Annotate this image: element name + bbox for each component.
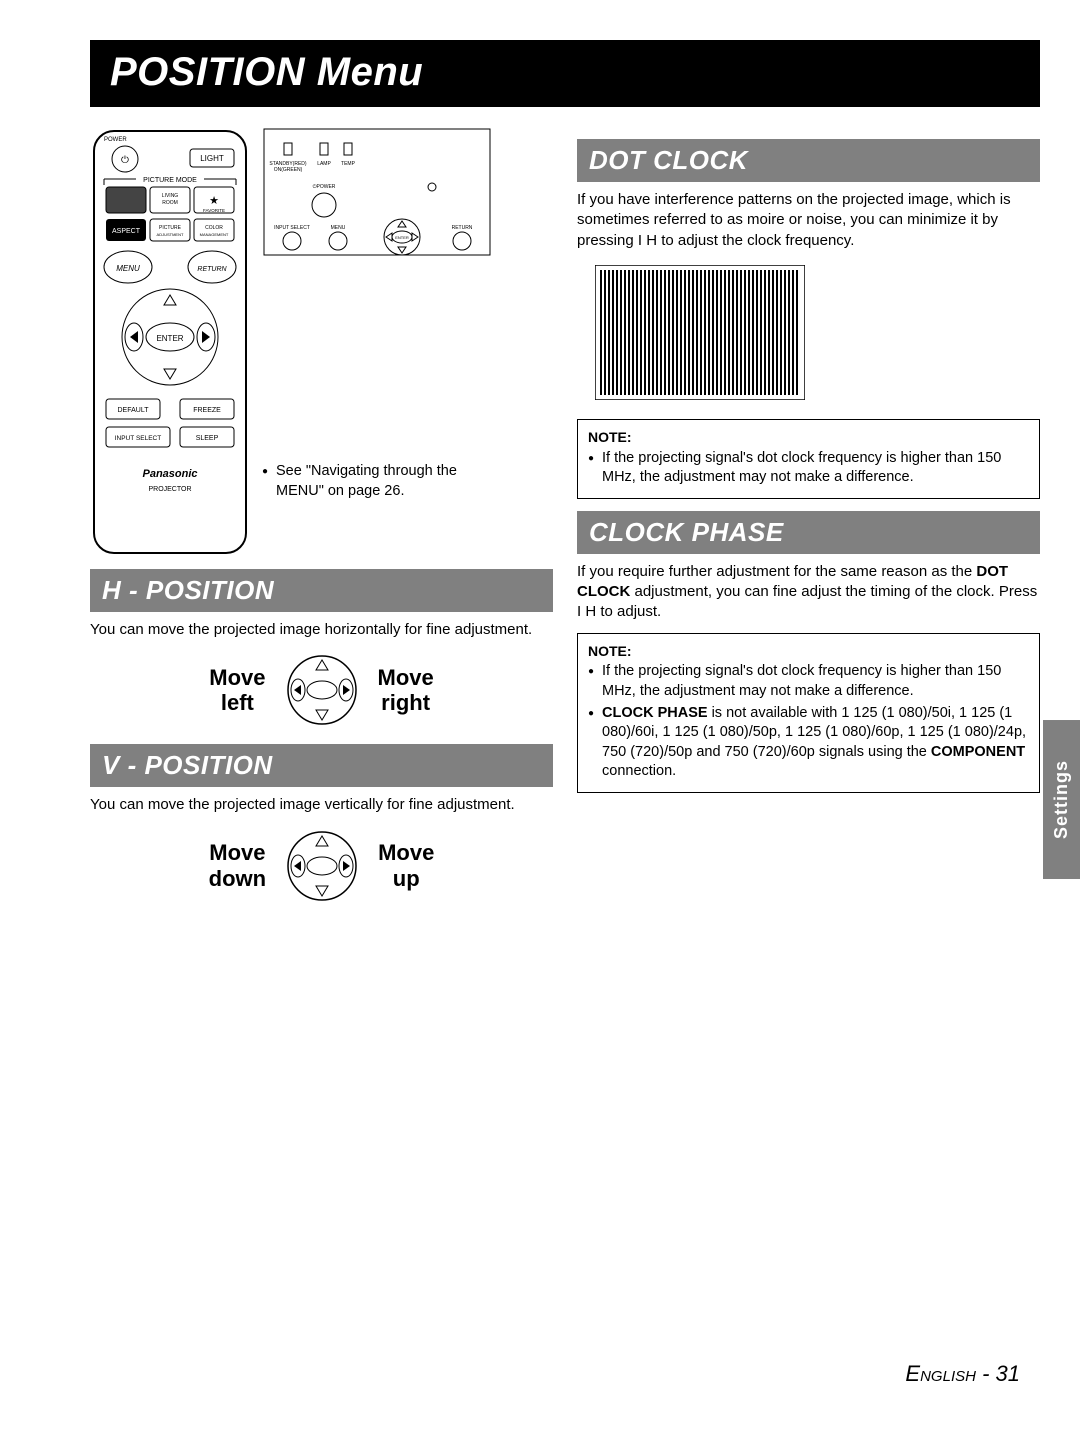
side-tab-settings: Settings [1043,720,1080,879]
panel-block: STANDBY(RED) ON(GREEN) LAMP TEMP ⏻POWER … [262,127,492,501]
right-column: DOT CLOCK If you have interference patte… [577,127,1040,920]
svg-text:MENU: MENU [116,264,140,273]
h-position-desc: You can move the projected image horizon… [90,620,553,640]
nav-reference: See "Navigating through the MENU" on pag… [262,462,492,501]
dpad-icon [286,654,358,726]
note-item: If the projecting signal's dot clock fre… [588,662,1029,701]
clock-phase-header: CLOCK PHASE [577,511,1040,554]
dot-clock-desc: If you have interference patterns on the… [577,190,1040,251]
svg-text:FREEZE: FREEZE [193,407,221,414]
dpad-icon [286,830,358,902]
note-item: CLOCK PHASE is not available with 1 125 … [588,704,1029,782]
svg-text:ADJUSTMENT: ADJUSTMENT [157,232,184,237]
svg-text:Panasonic: Panasonic [142,468,197,480]
svg-text:DEFAULT: DEFAULT [118,407,150,414]
svg-text:FAVORITE: FAVORITE [203,208,225,213]
svg-text:PICTURE: PICTURE [159,225,182,231]
v-position-header: V - POSITION [90,744,553,787]
control-panel-illustration: STANDBY(RED) ON(GREEN) LAMP TEMP ⏻POWER … [262,127,492,257]
svg-text:INPUT SELECT: INPUT SELECT [115,435,162,442]
svg-text:RETURN: RETURN [452,225,473,231]
svg-text:PROJECTOR: PROJECTOR [148,486,191,493]
dot-clock-header: DOT CLOCK [577,139,1040,182]
content-columns: ⏻ POWER LIGHT PICTURE MODE LIVING ROOM ★… [0,127,1080,920]
svg-text:⏻POWER: ⏻POWER [313,184,336,190]
remote-illustration: ⏻ POWER LIGHT PICTURE MODE LIVING ROOM ★… [90,127,250,557]
v-position-desc: You can move the projected image vertica… [90,795,553,815]
svg-text:ENTER: ENTER [395,235,409,240]
light-label: LIGHT [200,154,224,163]
footer-page: 31 [996,1361,1020,1386]
h-position-header: H - POSITION [90,569,553,612]
clock-phase-note: NOTE: If the projecting signal's dot clo… [577,633,1040,793]
svg-text:ON(GREEN): ON(GREEN) [274,167,303,173]
clock-phase-desc: If you require further adjustment for th… [577,562,1040,623]
power-label: POWER [104,137,127,143]
page-title: POSITION Menu [90,40,1040,107]
svg-text:SLEEP: SLEEP [196,435,219,442]
svg-text:ROOM: ROOM [162,200,178,206]
footer-lang: English [905,1361,976,1386]
svg-text:RETURN: RETURN [197,266,227,273]
move-down-label: Movedown [209,840,266,891]
h-position-controls: Moveleft Moveright [90,654,553,726]
svg-text:★: ★ [209,195,219,207]
move-right-label: Moveright [378,665,434,716]
left-column: ⏻ POWER LIGHT PICTURE MODE LIVING ROOM ★… [90,127,553,920]
svg-text:PICTURE MODE: PICTURE MODE [143,177,197,184]
dot-clock-note: NOTE: If the projecting signal's dot clo… [577,419,1040,499]
svg-text:ENTER: ENTER [156,334,183,343]
page-footer: English - 31 [905,1361,1020,1387]
note-title: NOTE: [588,642,1029,661]
svg-text:LIVING: LIVING [162,193,179,199]
remote-panel-row: ⏻ POWER LIGHT PICTURE MODE LIVING ROOM ★… [90,127,553,557]
note-item: If the projecting signal's dot clock fre… [588,449,1029,488]
moire-pattern-illustration [595,265,805,400]
svg-text:⏻: ⏻ [121,155,129,166]
move-up-label: Moveup [378,840,434,891]
v-position-controls: Movedown Moveup [90,830,553,902]
svg-text:INPUT SELECT: INPUT SELECT [274,225,310,231]
svg-text:MENU: MENU [331,225,346,231]
svg-text:COLOR: COLOR [205,225,223,231]
svg-text:TEMP: TEMP [341,161,356,167]
note-title: NOTE: [588,428,1029,447]
move-left-label: Moveleft [209,665,265,716]
svg-text:MANAGEMENT: MANAGEMENT [200,232,229,237]
svg-text:ASPECT: ASPECT [112,228,141,235]
nav-ref-text: See "Navigating through the MENU" on pag… [262,462,492,501]
svg-text:LAMP: LAMP [317,161,331,167]
